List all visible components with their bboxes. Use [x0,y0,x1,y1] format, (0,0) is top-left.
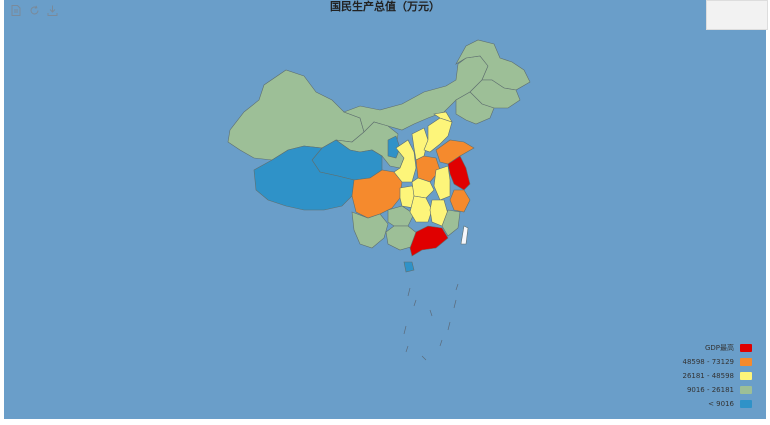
province-taiwan[interactable] [460,225,469,245]
south-sea-islands [403,283,459,361]
legend-item-lowest[interactable]: < 9016 [708,398,752,409]
legend-swatch [740,399,752,408]
restore-icon[interactable] [28,4,40,16]
province-hunan[interactable] [409,195,433,223]
province-zhejiang[interactable] [449,189,471,213]
visual-map-legend: GDP最高 48598 - 73129 26181 - 48598 9016 -… [682,342,752,409]
legend-swatch [740,343,752,352]
data-view-panel [706,0,768,30]
legend-item-high[interactable]: 48598 - 73129 [682,356,752,367]
province-yunnan[interactable] [351,211,389,249]
province-sichuan[interactable] [351,169,403,219]
province-hainan[interactable] [403,261,415,273]
toolbox [10,2,58,18]
province-ningxia[interactable] [387,135,401,159]
legend-item-top[interactable]: GDP最高 [705,342,752,353]
data-view-icon[interactable] [10,4,22,16]
province-fujian[interactable] [441,209,461,237]
save-image-icon[interactable] [46,4,58,16]
legend-swatch [740,357,752,366]
province-beijing[interactable] [433,111,453,123]
map-title: 国民生产总值（万元） [330,0,440,13]
province-liaoning[interactable] [455,91,495,125]
china-map[interactable] [4,0,766,419]
legend-item-low[interactable]: 9016 - 26181 [687,384,752,395]
legend-swatch [740,371,752,380]
province-jiangsu[interactable] [447,155,471,191]
province-anhui[interactable] [433,165,451,201]
province-heilongjiang[interactable] [455,39,531,91]
province-shaanxi[interactable] [393,139,417,183]
province-guangdong[interactable] [409,225,449,257]
province-guizhou[interactable] [387,205,415,227]
legend-swatch [740,385,752,394]
legend-item-mid[interactable]: 26181 - 48598 [682,370,752,381]
province-shandong[interactable] [435,139,475,165]
map-canvas[interactable]: 国民生产总值（万元） GDP最高 48598 - 73129 [4,0,768,419]
